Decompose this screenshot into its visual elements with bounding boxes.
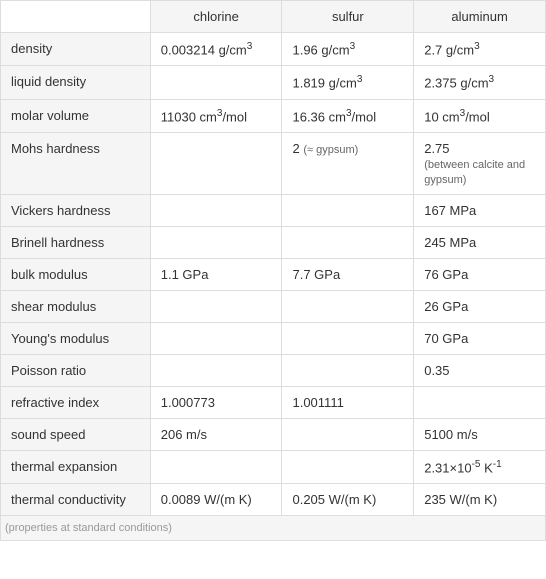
cell-chlorine — [150, 354, 282, 386]
cell-aluminum: 2.7 g/cm3 — [414, 33, 546, 66]
cell-aluminum: 2.75 (between calcite and gypsum) — [414, 132, 546, 194]
table-row: density0.003214 g/cm31.96 g/cm32.7 g/cm3 — [1, 33, 546, 66]
cell-sulfur — [282, 354, 414, 386]
cell-aluminum: 0.35 — [414, 354, 546, 386]
cell-aluminum: 5100 m/s — [414, 418, 546, 450]
table-row: Poisson ratio 0.35 — [1, 354, 546, 386]
table-row: thermal expansion 2.31×10-5 K-1 — [1, 450, 546, 483]
cell-aluminum — [414, 386, 546, 418]
cell-aluminum: 245 MPa — [414, 226, 546, 258]
cell-sulfur: 1.001111 — [282, 386, 414, 418]
cell-aluminum: 235 W/(m K) — [414, 484, 546, 516]
footer-note: (properties at standard conditions) — [0, 516, 546, 541]
cell-aluminum: 2.31×10-5 K-1 — [414, 450, 546, 483]
property-name: thermal expansion — [1, 450, 151, 483]
cell-aluminum: 26 GPa — [414, 290, 546, 322]
property-name: sound speed — [1, 418, 151, 450]
property-name: refractive index — [1, 386, 151, 418]
table-row: sound speed206 m/s 5100 m/s — [1, 418, 546, 450]
cell-chlorine: 0.003214 g/cm3 — [150, 33, 282, 66]
cell-aluminum: 10 cm3/mol — [414, 99, 546, 132]
table-row: Brinell hardness 245 MPa — [1, 226, 546, 258]
table-row: Young's modulus 70 GPa — [1, 322, 546, 354]
cell-sulfur: 0.205 W/(m K) — [282, 484, 414, 516]
table-row: liquid density 1.819 g/cm32.375 g/cm3 — [1, 66, 546, 99]
cell-sulfur — [282, 290, 414, 322]
table-row: thermal conductivity0.0089 W/(m K)0.205 … — [1, 484, 546, 516]
property-name: Brinell hardness — [1, 226, 151, 258]
header-chlorine: chlorine — [150, 1, 282, 33]
header-aluminum: aluminum — [414, 1, 546, 33]
table-row: Vickers hardness 167 MPa — [1, 194, 546, 226]
property-name: molar volume — [1, 99, 151, 132]
cell-chlorine — [150, 322, 282, 354]
property-name: Young's modulus — [1, 322, 151, 354]
cell-aluminum: 76 GPa — [414, 258, 546, 290]
header-row: chlorine sulfur aluminum — [1, 1, 546, 33]
property-name: thermal conductivity — [1, 484, 151, 516]
cell-sulfur: 1.96 g/cm3 — [282, 33, 414, 66]
cell-aluminum: 70 GPa — [414, 322, 546, 354]
cell-sulfur — [282, 418, 414, 450]
property-name: Mohs hardness — [1, 132, 151, 194]
header-blank — [1, 1, 151, 33]
property-name: Poisson ratio — [1, 354, 151, 386]
cell-sulfur — [282, 322, 414, 354]
property-name: shear modulus — [1, 290, 151, 322]
cell-chlorine — [150, 132, 282, 194]
cell-chlorine: 0.0089 W/(m K) — [150, 484, 282, 516]
cell-chlorine: 1.1 GPa — [150, 258, 282, 290]
table-row: refractive index1.0007731.001111 — [1, 386, 546, 418]
table-row: bulk modulus1.1 GPa7.7 GPa76 GPa — [1, 258, 546, 290]
cell-chlorine: 206 m/s — [150, 418, 282, 450]
table-row: molar volume11030 cm3/mol16.36 cm3/mol10… — [1, 99, 546, 132]
table-row: shear modulus 26 GPa — [1, 290, 546, 322]
cell-sulfur: 16.36 cm3/mol — [282, 99, 414, 132]
cell-sulfur — [282, 194, 414, 226]
property-name: liquid density — [1, 66, 151, 99]
cell-sulfur: 1.819 g/cm3 — [282, 66, 414, 99]
cell-aluminum: 167 MPa — [414, 194, 546, 226]
header-sulfur: sulfur — [282, 1, 414, 33]
cell-chlorine — [150, 194, 282, 226]
cell-chlorine: 11030 cm3/mol — [150, 99, 282, 132]
table-row: Mohs hardness 2 (≈ gypsum)2.75 (between c… — [1, 132, 546, 194]
cell-aluminum: 2.375 g/cm3 — [414, 66, 546, 99]
cell-chlorine — [150, 290, 282, 322]
properties-table: chlorine sulfur aluminum density0.003214… — [0, 0, 546, 516]
cell-chlorine: 1.000773 — [150, 386, 282, 418]
property-name: bulk modulus — [1, 258, 151, 290]
property-name: density — [1, 33, 151, 66]
cell-sulfur: 7.7 GPa — [282, 258, 414, 290]
cell-sulfur — [282, 450, 414, 483]
cell-chlorine — [150, 450, 282, 483]
cell-sulfur: 2 (≈ gypsum) — [282, 132, 414, 194]
cell-sulfur — [282, 226, 414, 258]
table-body: density0.003214 g/cm31.96 g/cm32.7 g/cm3… — [1, 33, 546, 516]
property-name: Vickers hardness — [1, 194, 151, 226]
cell-chlorine — [150, 226, 282, 258]
cell-chlorine — [150, 66, 282, 99]
